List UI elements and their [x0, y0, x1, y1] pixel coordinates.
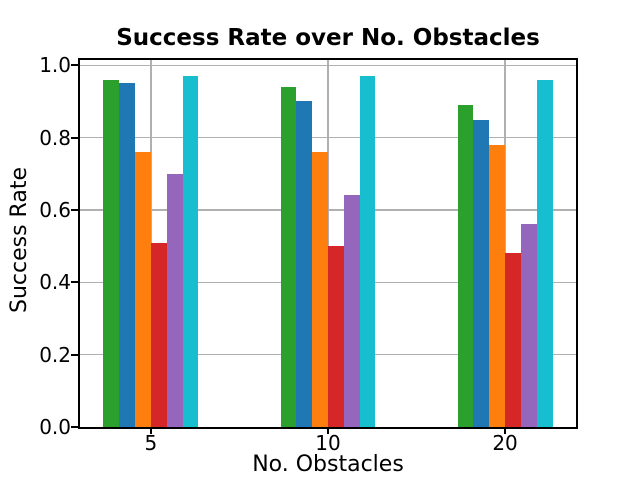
y-tick-mark-0.6 — [71, 208, 78, 211]
bar-red-obstacles-10 — [328, 246, 344, 427]
bar-orange-obstacles-5 — [135, 152, 151, 427]
y-tick-mark-0.4 — [71, 281, 78, 284]
y-tick-label-0.0: 0.0 — [39, 415, 71, 439]
bar-red-obstacles-5 — [150, 242, 167, 427]
bar-orange-obstacles-10 — [312, 152, 328, 427]
y-tick-mark-0.0 — [71, 426, 78, 428]
bar-blue-obstacles-20 — [473, 119, 490, 427]
y-axis-label: Success Rate — [7, 167, 32, 313]
y-tick-label-1.0: 1.0 — [39, 53, 71, 78]
bar-purple-obstacles-10 — [343, 195, 360, 427]
bar-purple-obstacles-20 — [520, 224, 537, 427]
bar-cyan-obstacles-5 — [182, 76, 199, 427]
bar-red-obstacles-20 — [505, 253, 521, 427]
y-tick-mark-0.8 — [71, 136, 78, 139]
y-tick-mark-0.2 — [71, 353, 78, 356]
chart-title: Success Rate over No. Obstacles — [116, 25, 540, 51]
bar-blue-obstacles-10 — [296, 101, 313, 427]
y-tick-mark-1.0 — [71, 64, 78, 67]
bar-green-obstacles-20 — [457, 105, 474, 427]
bar-blue-obstacles-5 — [119, 83, 136, 427]
bar-orange-obstacles-20 — [489, 144, 506, 427]
bar-cyan-obstacles-20 — [536, 79, 553, 427]
bar-green-obstacles-10 — [280, 86, 297, 427]
bar-cyan-obstacles-10 — [359, 76, 376, 427]
bar-green-obstacles-5 — [103, 79, 120, 427]
v-gridline-10 — [327, 60, 329, 427]
x-axis-label: No. Obstacles — [252, 452, 404, 477]
bar-purple-obstacles-5 — [166, 173, 183, 427]
plot-area — [78, 58, 578, 429]
